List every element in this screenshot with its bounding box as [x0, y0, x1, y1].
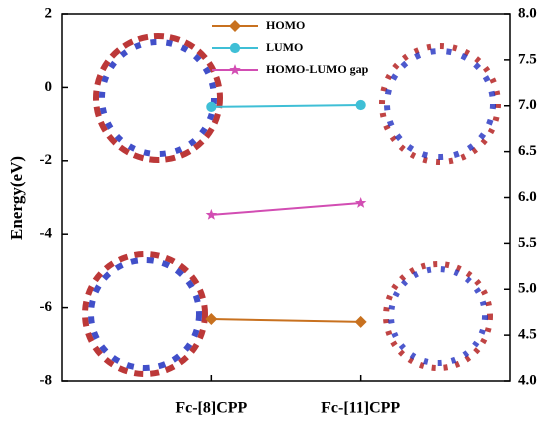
y2-tick-label: 4.0 — [518, 372, 537, 388]
series-line — [211, 317, 361, 323]
y-axis-label: Energy(eV) — [7, 156, 26, 240]
molecule-decoration — [82, 33, 501, 377]
data-point — [205, 312, 218, 325]
legend-marker — [229, 42, 241, 54]
x-tick-label: Fc-[8]CPP — [175, 400, 247, 417]
y2-tick-label: 5.0 — [518, 281, 537, 297]
y-tick-label: -8 — [40, 372, 53, 388]
y2-tick-label: 6.0 — [518, 189, 537, 205]
y-tick-label: 2 — [45, 5, 53, 21]
data-point — [354, 315, 367, 328]
y2-tick-label: 8.0 — [518, 5, 537, 21]
legend-marker — [229, 20, 241, 32]
y2-tick-label: 6.5 — [518, 143, 537, 159]
y2-tick-label: 5.5 — [518, 235, 537, 251]
legend-label: LUMO — [266, 40, 303, 54]
y-tick-label: -2 — [40, 152, 53, 168]
data-point — [206, 101, 217, 112]
series-line — [211, 202, 361, 216]
y2-tick-label: 4.5 — [518, 327, 537, 343]
data-point — [205, 208, 218, 220]
data-point — [354, 197, 367, 208]
legend-marker — [229, 64, 241, 75]
series-line — [211, 104, 361, 108]
y-tick-label: 0 — [45, 79, 53, 95]
legend-label: HOMO-LUMO gap — [266, 62, 369, 76]
y-tick-label: -4 — [40, 226, 53, 242]
legend-label: HOMO — [266, 18, 305, 32]
data-point — [355, 99, 366, 111]
y2-tick-label: 7.0 — [518, 97, 537, 113]
y-tick-label: -6 — [40, 299, 53, 315]
x-tick-label: Fc-[11]CPP — [321, 400, 400, 417]
y2-tick-label: 7.5 — [518, 51, 537, 67]
